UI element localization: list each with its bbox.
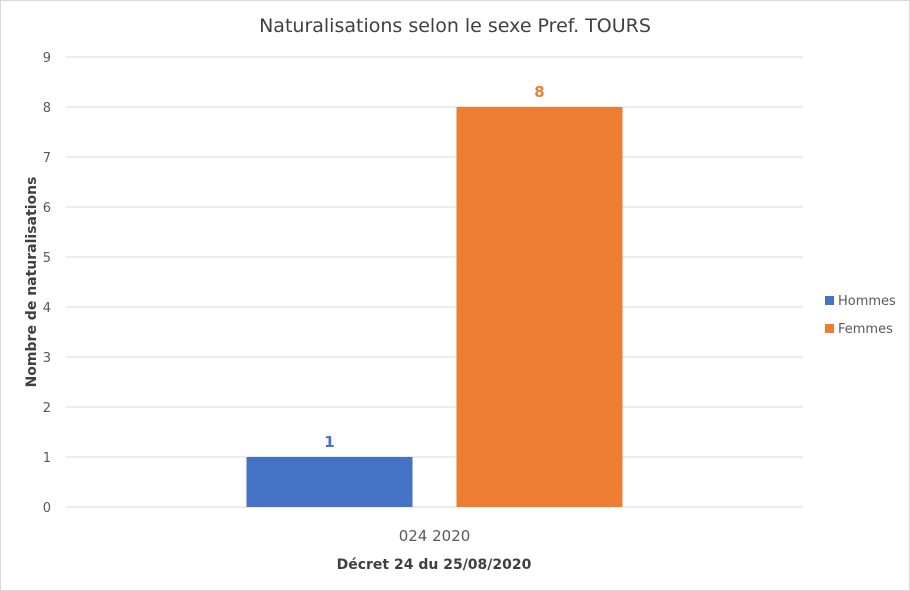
data-label-hommes: 1	[324, 433, 334, 451]
y-axis-title: Nombre de naturalisations	[24, 177, 40, 388]
legend-swatch	[825, 296, 834, 305]
x-category-label: 024 2020	[399, 527, 471, 545]
legend-swatch	[825, 324, 834, 333]
bar-hommes	[246, 457, 413, 507]
data-label-femmes: 8	[534, 83, 544, 101]
bars	[246, 107, 623, 507]
y-tick-label: 0	[43, 501, 51, 516]
x-axis-title: Décret 24 du 25/08/2020	[337, 557, 532, 573]
y-tick-label: 2	[43, 401, 51, 416]
y-tick-label: 9	[43, 51, 51, 66]
y-tick-label: 3	[43, 351, 51, 366]
legend-item-femmes: Femmes	[825, 322, 893, 337]
y-tick-label: 5	[43, 251, 51, 266]
y-tick-label: 7	[43, 151, 51, 166]
data-labels: 18	[324, 83, 544, 451]
y-axis-ticks: 0 1 2 3 4 5 6 7 8 9	[43, 51, 51, 516]
chart-title: Naturalisations selon le sexe Pref. TOUR…	[259, 15, 651, 37]
y-tick-label: 4	[43, 301, 51, 316]
legend: Hommes Femmes	[825, 294, 896, 337]
y-tick-label: 6	[43, 201, 51, 216]
legend-label: Femmes	[838, 322, 893, 337]
gridlines	[66, 56, 803, 508]
y-tick-label: 1	[43, 451, 51, 466]
legend-item-hommes: Hommes	[825, 294, 896, 309]
y-tick-label: 8	[43, 101, 51, 116]
bar-femmes	[456, 107, 623, 507]
x-axis-categories: 024 2020	[399, 527, 471, 545]
legend-label: Hommes	[838, 294, 896, 309]
